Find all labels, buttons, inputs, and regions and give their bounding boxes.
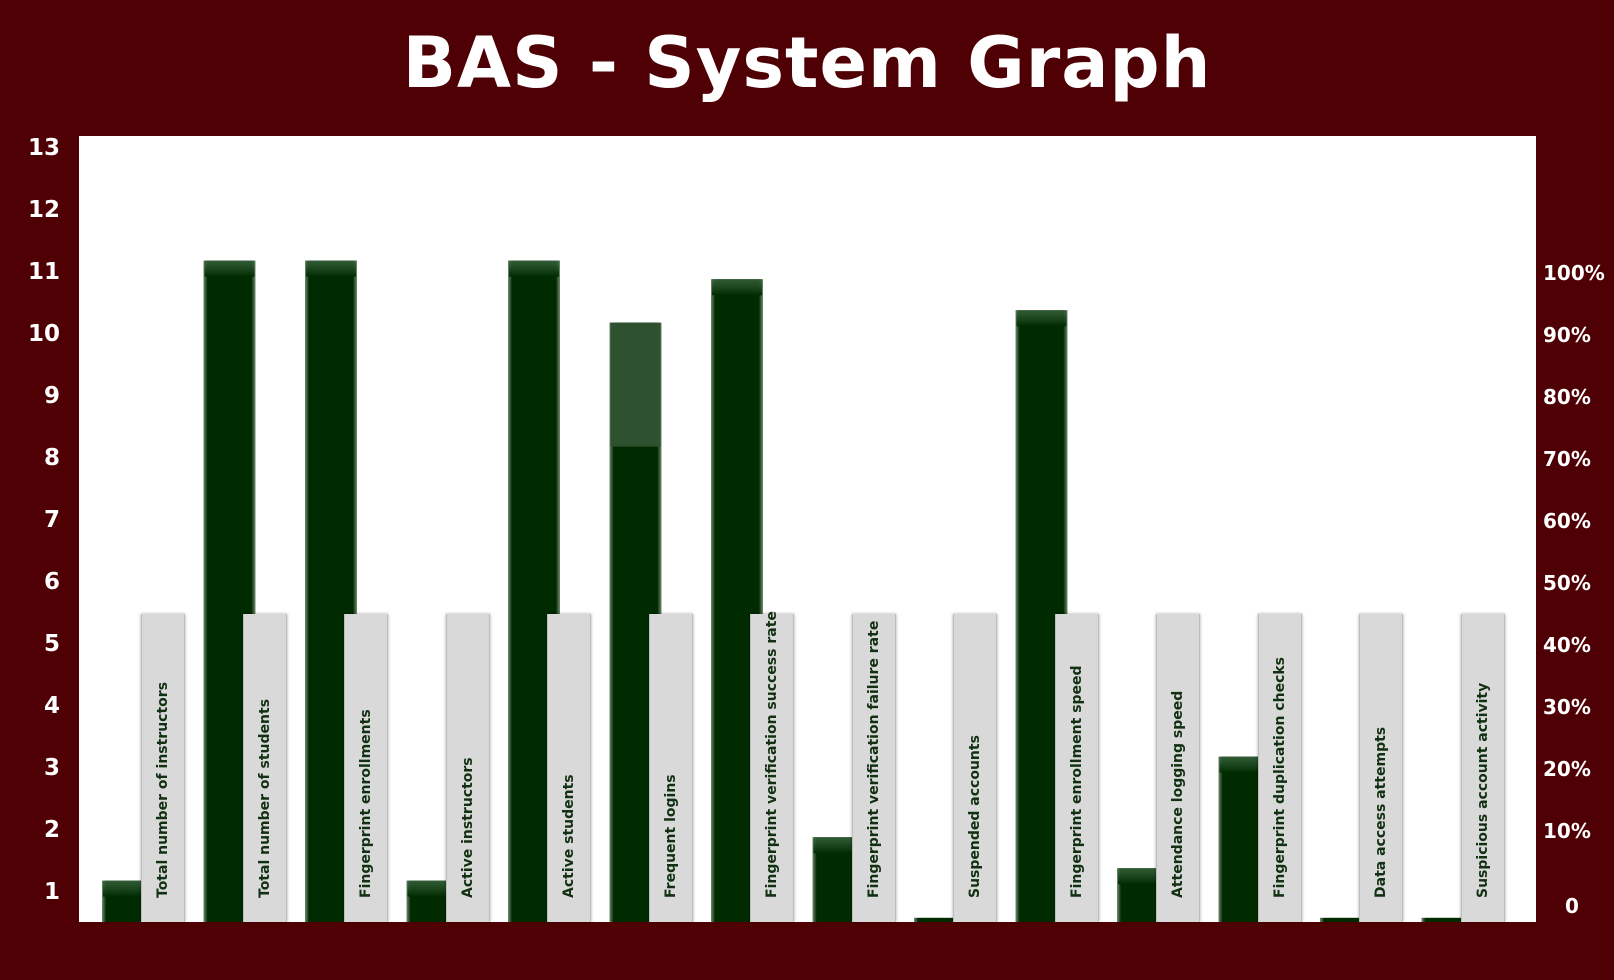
y-tick-right: 20% (1543, 757, 1591, 781)
category-label: Frequent logins (648, 614, 693, 922)
category-label: Active instructors (445, 614, 490, 922)
category-label-text: Fingerprint duplication checks (1271, 656, 1288, 898)
bar-cap (306, 260, 356, 277)
bar-cap (204, 260, 255, 277)
plot-area: Total number of instructors Total number … (79, 136, 1536, 922)
y-tick-left: 4 (43, 693, 60, 719)
y-tick-right: 80% (1543, 385, 1591, 409)
y-tick-left: 13 (27, 135, 60, 161)
y-tick-right: 0 (1565, 894, 1579, 918)
y-tick-right: 100% (1543, 261, 1605, 285)
category-label-text: Fingerprint verification failure rate (865, 620, 882, 898)
category-label: Data access attempts (1359, 614, 1403, 922)
y-tick-right: 90% (1543, 323, 1591, 347)
y-tick-right: 60% (1543, 509, 1591, 533)
category-label-text: Suspended accounts (967, 735, 983, 898)
bar-cap (1016, 310, 1067, 327)
bar-cap (407, 880, 458, 897)
y-tick-left: 1 (43, 879, 60, 905)
category-label: Suspicious account activity (1460, 614, 1505, 922)
category-label-text: Fingerprint verification success rate (764, 611, 780, 898)
category-label: Fingerprint enrollments (344, 614, 388, 922)
category-label: Total number of instructors (141, 614, 185, 922)
y-tick-left: 12 (27, 197, 60, 223)
category-label: Total number of students (242, 614, 287, 922)
bar (914, 917, 966, 922)
category-label: Fingerprint verification success rate (750, 611, 794, 922)
category-label-text: Fingerprint enrollment speed (1068, 665, 1085, 898)
chart-title: BAS - System Graph (402, 22, 1212, 104)
y-tick-left: 10 (27, 321, 60, 347)
bar-chart (102, 260, 1474, 922)
y-tick-left: 5 (43, 631, 60, 657)
bar-cap (1219, 756, 1270, 773)
category-label: Active students (547, 614, 591, 922)
y-tick-left: 3 (43, 755, 60, 781)
category-label: Fingerprint verification failure rate (851, 614, 896, 922)
y-tick-right: 30% (1543, 695, 1591, 719)
category-label-text: Total number of instructors (155, 681, 171, 898)
y-tick-right: 10% (1543, 819, 1591, 843)
bar (1320, 917, 1372, 922)
bar (1421, 917, 1474, 922)
y-tick-left: 8 (43, 445, 60, 471)
y-tick-right: 70% (1543, 447, 1591, 471)
category-label-text: Frequent logins (662, 774, 679, 898)
y-tick-left: 6 (43, 569, 60, 595)
y-tick-left: 11 (27, 259, 60, 285)
category-label-text: Total number of students (256, 698, 273, 898)
bar-cap (1118, 868, 1168, 885)
category-label: Attendance logging speed (1156, 614, 1200, 922)
category-label-text: Active students (561, 774, 577, 898)
bar-cap (712, 279, 762, 296)
bar-cap (813, 837, 864, 854)
category-label-text: Fingerprint enrollments (358, 709, 374, 898)
bar-cap (103, 880, 153, 897)
category-label-text: Suspicious account activity (1474, 682, 1491, 898)
category-label-text: Active instructors (459, 757, 476, 898)
category-label-text: Attendance logging speed (1170, 690, 1186, 898)
category-label: Fingerprint duplication checks (1257, 614, 1302, 922)
y-tick-left: 7 (43, 507, 60, 533)
y-tick-left: 2 (43, 817, 60, 843)
category-label: Suspended accounts (953, 614, 997, 922)
category-label-text: Data access attempts (1373, 726, 1389, 898)
category-label: Fingerprint enrollment speed (1054, 614, 1099, 922)
bar-highlight (610, 322, 661, 447)
y-tick-right: 50% (1543, 571, 1591, 595)
y-tick-right: 40% (1543, 633, 1591, 657)
bar-cap (509, 260, 559, 277)
y-tick-left: 9 (43, 383, 60, 409)
